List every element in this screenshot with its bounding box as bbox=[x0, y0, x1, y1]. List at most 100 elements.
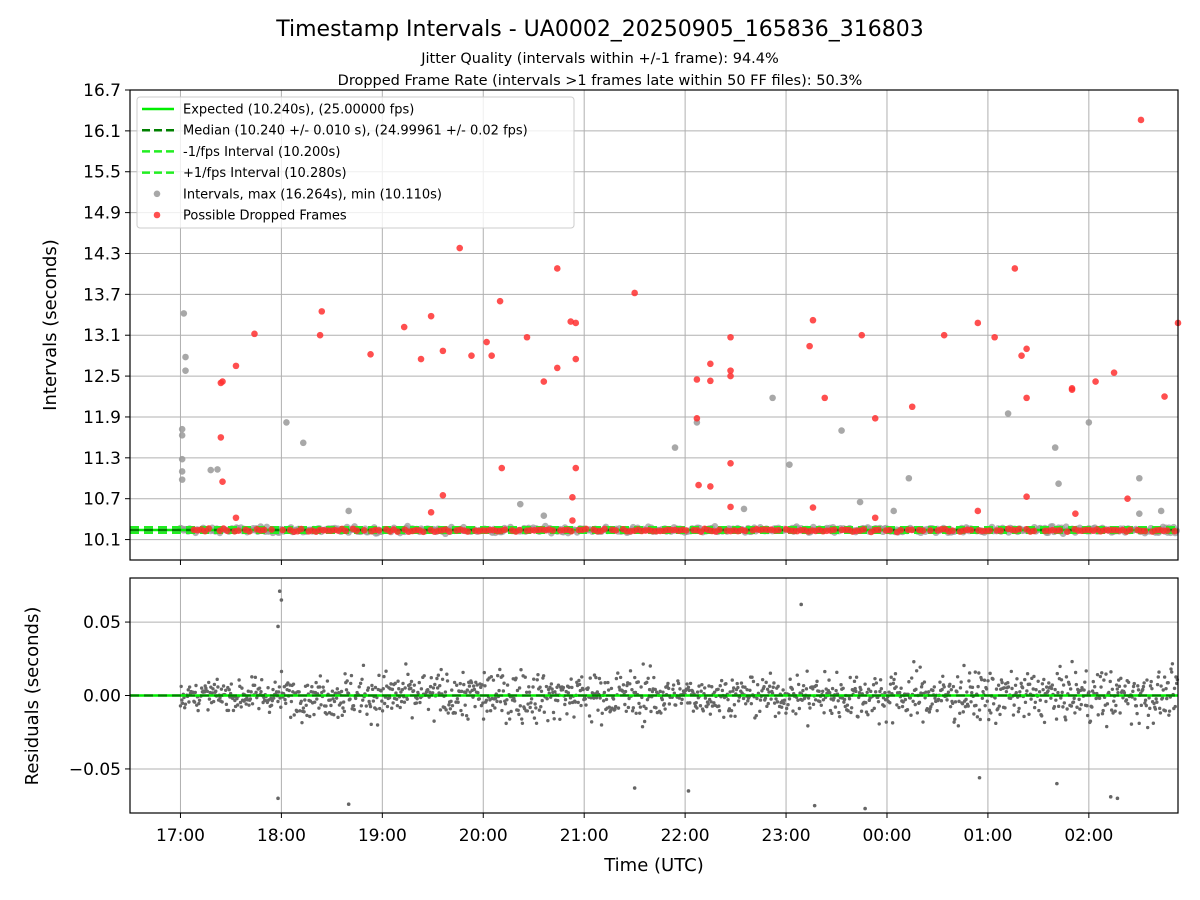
residual-point bbox=[476, 691, 480, 695]
bottom-y-ticks: 0.05 0.00 −0.05 bbox=[69, 613, 130, 780]
residual-point bbox=[1129, 722, 1134, 726]
residual-point bbox=[1141, 684, 1146, 689]
residual-point bbox=[550, 687, 554, 691]
residual-point bbox=[572, 715, 576, 719]
residual-point bbox=[909, 713, 913, 717]
residual-point bbox=[1058, 664, 1062, 669]
x-tick-label: 17:00 bbox=[156, 826, 205, 846]
residual-point bbox=[292, 713, 296, 717]
residual-point bbox=[374, 707, 378, 711]
residual-point bbox=[432, 719, 436, 723]
residual-point bbox=[1131, 689, 1135, 694]
residual-point bbox=[685, 682, 689, 686]
residual-point bbox=[823, 669, 827, 674]
residual-point bbox=[1042, 720, 1047, 725]
residual-point bbox=[250, 675, 254, 679]
residual-point bbox=[481, 701, 485, 705]
residual-point bbox=[286, 681, 290, 685]
residual-point bbox=[250, 702, 255, 706]
legend-marker-swatch bbox=[153, 211, 161, 219]
residual-point bbox=[660, 697, 665, 702]
residual-point bbox=[1090, 705, 1094, 709]
residual-point bbox=[373, 685, 378, 690]
residual-point bbox=[495, 673, 500, 678]
residual-point bbox=[565, 712, 569, 716]
residual-point bbox=[1169, 667, 1173, 671]
residual-point bbox=[852, 679, 857, 684]
residual-point bbox=[688, 701, 692, 705]
residual-point bbox=[933, 696, 937, 700]
dropped-frame-points bbox=[190, 116, 1182, 536]
residual-point bbox=[598, 696, 602, 700]
dropped-frame-point bbox=[886, 526, 893, 534]
residual-point bbox=[970, 685, 975, 690]
residual-point bbox=[1072, 696, 1076, 701]
top-y-tick-label: 15.5 bbox=[83, 163, 121, 183]
residual-point bbox=[380, 709, 385, 713]
residual-point bbox=[1065, 707, 1069, 711]
residual-point bbox=[1118, 711, 1122, 715]
residual-point bbox=[919, 685, 924, 689]
residual-point bbox=[393, 681, 397, 686]
residual-point bbox=[271, 687, 275, 692]
residual-point bbox=[1059, 696, 1063, 700]
residual-point bbox=[919, 691, 923, 695]
residual-point bbox=[1145, 678, 1149, 682]
residual-point bbox=[328, 698, 332, 702]
residual-point bbox=[570, 685, 574, 690]
residual-point bbox=[1029, 697, 1033, 701]
residual-point bbox=[1105, 702, 1110, 706]
residual-point bbox=[890, 721, 895, 725]
residual-point bbox=[978, 717, 982, 722]
residual-point bbox=[534, 706, 538, 710]
residual-point bbox=[556, 683, 561, 687]
residual-point bbox=[1064, 718, 1068, 722]
residual-point bbox=[231, 708, 236, 713]
interval-point bbox=[299, 439, 307, 447]
residual-point bbox=[833, 705, 838, 709]
residual-point bbox=[695, 706, 699, 710]
residual-point bbox=[187, 700, 191, 704]
residual-point bbox=[331, 697, 335, 701]
residual-point bbox=[207, 680, 211, 685]
residual-point bbox=[529, 697, 534, 701]
residual-point bbox=[873, 676, 877, 681]
residual-point bbox=[1167, 713, 1171, 717]
residual-point bbox=[212, 682, 217, 687]
residual-point bbox=[319, 703, 323, 707]
residual-point bbox=[859, 687, 863, 692]
residual-point bbox=[988, 671, 992, 676]
residual-point bbox=[495, 699, 499, 704]
residual-point bbox=[390, 687, 395, 692]
residual-point bbox=[537, 708, 542, 712]
dropped-frame-point bbox=[908, 403, 916, 411]
residual-point bbox=[351, 704, 356, 708]
residual-point bbox=[464, 713, 469, 718]
residual-point bbox=[996, 683, 1001, 687]
residual-point bbox=[827, 678, 831, 682]
residual-point bbox=[283, 697, 287, 702]
residual-point bbox=[349, 681, 353, 686]
residual-point bbox=[772, 701, 777, 705]
residual-point bbox=[1137, 721, 1141, 726]
x-tick-label: 19:00 bbox=[358, 826, 407, 846]
residual-point bbox=[389, 682, 393, 686]
residual-point bbox=[884, 720, 888, 724]
residual-point bbox=[842, 700, 846, 704]
residual-point bbox=[1004, 689, 1009, 694]
residual-point bbox=[636, 680, 640, 684]
dropped-frame-point bbox=[1030, 527, 1038, 535]
residual-point bbox=[1160, 696, 1165, 700]
residual-point bbox=[342, 709, 347, 714]
residual-point bbox=[1154, 697, 1158, 701]
residual-point bbox=[458, 681, 462, 686]
residual-point bbox=[849, 706, 854, 710]
residual-point bbox=[289, 699, 294, 704]
dropped-frame-point bbox=[821, 394, 829, 402]
residual-point bbox=[384, 669, 388, 673]
residual-point bbox=[440, 677, 445, 681]
residual-point bbox=[688, 681, 693, 686]
residual-point bbox=[804, 687, 809, 691]
residual-point bbox=[835, 670, 839, 675]
residual-point bbox=[717, 709, 722, 713]
